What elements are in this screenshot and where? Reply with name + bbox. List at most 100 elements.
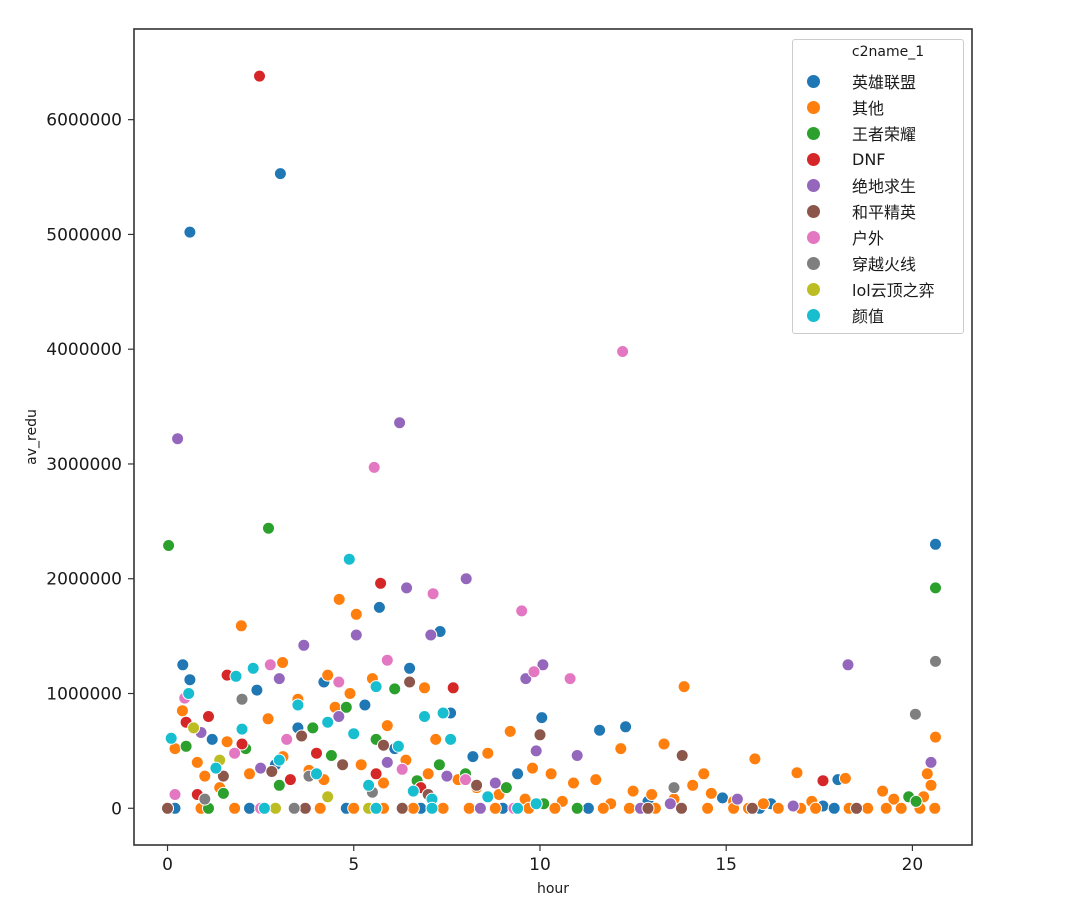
legend-label: 和平精英 [852, 203, 917, 222]
data-point [367, 460, 381, 474]
legend-label: lol云顶之弈 [852, 281, 935, 300]
data-point [253, 69, 266, 83]
data-point [809, 801, 823, 815]
data-point [321, 668, 335, 682]
data-point [273, 167, 287, 181]
data-point [332, 710, 346, 723]
data-point [596, 801, 610, 815]
data-point [187, 721, 201, 735]
data-point [321, 715, 335, 729]
x-axis-ticks: 0 5 10 15 20 [162, 845, 923, 875]
data-point [280, 732, 294, 746]
data-point [235, 692, 249, 706]
data-point [429, 732, 443, 746]
legend-marker-icon [807, 308, 820, 322]
data-points [161, 69, 942, 815]
legend-marker-icon [807, 178, 820, 192]
data-point [473, 801, 487, 815]
data-point [164, 731, 178, 745]
data-point [276, 656, 290, 669]
data-point [533, 728, 547, 742]
data-point [704, 786, 718, 800]
data-point [287, 801, 301, 815]
data-point [369, 767, 383, 781]
data-point [593, 723, 607, 737]
data-point [369, 801, 383, 815]
legend-marker-icon [807, 100, 820, 114]
data-point [426, 587, 440, 601]
data-point [697, 767, 711, 781]
data-point [272, 672, 286, 686]
data-point [745, 801, 759, 815]
data-point [418, 710, 431, 723]
data-point [190, 755, 204, 769]
data-point [444, 732, 458, 746]
data-point [581, 801, 595, 815]
legend-marker-icon [807, 230, 820, 244]
data-point [929, 730, 942, 744]
data-point [459, 572, 473, 586]
data-point [313, 801, 327, 815]
legend-label: 户外 [852, 229, 885, 248]
data-point [701, 801, 715, 815]
data-point [388, 682, 402, 696]
data-point [567, 776, 580, 790]
legend-marker-icon [807, 204, 820, 218]
data-point [488, 776, 502, 790]
data-point [257, 801, 271, 815]
data-point [663, 797, 677, 811]
data-point [235, 737, 249, 751]
legend-item: 户外 [807, 224, 884, 250]
legend-label: 穿越火线 [852, 255, 917, 274]
data-point [205, 732, 219, 746]
data-point [336, 758, 350, 772]
data-point [261, 712, 275, 726]
data-point [161, 801, 174, 815]
legend-item: 王者荣耀 [807, 120, 916, 146]
data-point [879, 801, 893, 815]
legend-item: 颜值 [807, 302, 884, 328]
data-point [362, 778, 376, 792]
y-tick-label: 6000000 [46, 111, 122, 131]
data-point [342, 552, 356, 566]
data-point [756, 797, 770, 811]
data-point [175, 704, 189, 718]
data-point [816, 774, 830, 788]
plot-frame [133, 28, 973, 846]
data-point [841, 658, 855, 672]
x-tick-label: 0 [162, 855, 173, 875]
y-tick-label: 4000000 [46, 340, 122, 360]
data-point [349, 607, 363, 621]
data-point [421, 767, 435, 781]
legend-marker-icon [807, 126, 820, 140]
data-point [570, 749, 584, 762]
data-point [675, 749, 689, 762]
data-point [928, 801, 942, 815]
data-point [265, 765, 279, 778]
data-point [263, 658, 277, 672]
data-point [250, 683, 264, 697]
data-point [272, 753, 286, 767]
legend-title: c2name_1 [851, 44, 925, 60]
data-point [332, 675, 346, 689]
data-point [790, 766, 804, 780]
data-point [432, 758, 446, 772]
data-point [730, 792, 744, 806]
legend-item: 英雄联盟 [807, 68, 916, 94]
data-point [377, 776, 390, 790]
data-point [924, 778, 938, 792]
data-point [391, 739, 405, 753]
data-point [667, 781, 681, 795]
data-point [626, 784, 640, 798]
legend-label: 绝地求生 [852, 177, 917, 196]
data-point [924, 755, 938, 769]
data-point [235, 722, 249, 736]
data-point [374, 576, 388, 590]
data-point [321, 790, 335, 804]
data-point [436, 801, 450, 815]
data-point [616, 345, 630, 358]
data-point [272, 778, 286, 792]
data-point [380, 653, 394, 667]
data-point [861, 801, 875, 815]
data-point [677, 680, 691, 694]
